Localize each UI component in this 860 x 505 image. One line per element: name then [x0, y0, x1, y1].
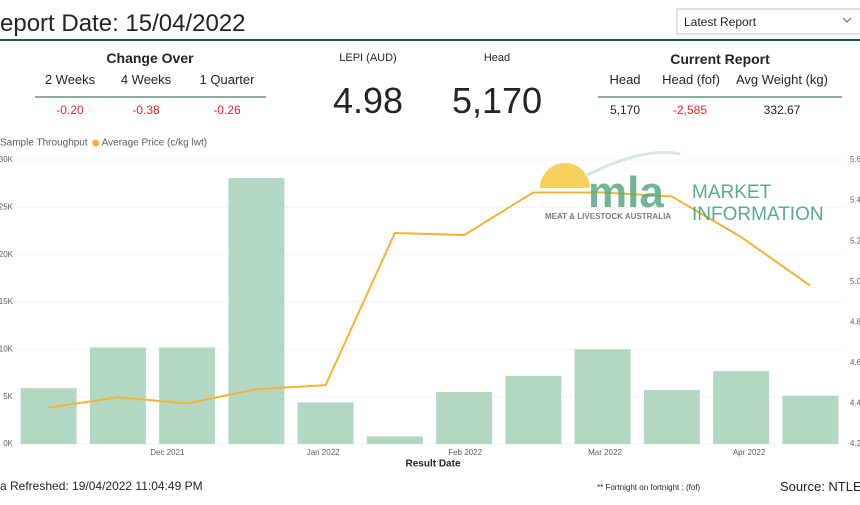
y-tick-label: 30K [0, 155, 14, 164]
y-tick-label: 20K [0, 250, 14, 259]
report-value: 5,170 [610, 103, 640, 117]
x-tick-label: Mar 2022 [588, 448, 622, 457]
y2-tick-label: 5.2 [850, 236, 860, 245]
head-value: 5,170 [452, 80, 542, 121]
bar [20, 388, 77, 444]
report-title: eport Date: 15/04/2022 [0, 10, 246, 37]
y-tick-label: 10K [0, 344, 14, 353]
logo-swoosh [584, 150, 681, 178]
legend-label: Average Price (c/kg lwt) [102, 138, 207, 149]
y2-tick-label: 5.4 [850, 196, 860, 205]
bar [713, 371, 770, 444]
y-tick-label: 0K [3, 439, 13, 448]
logo-information: INFORMATION [692, 204, 824, 225]
logo-sun [540, 163, 590, 188]
column-header: Avg Weight (kg) [736, 72, 828, 87]
column-header: 2 Weeks [45, 72, 96, 87]
column-header: Head (fof) [662, 72, 720, 87]
bar [89, 347, 146, 444]
head-label: Head [484, 52, 510, 64]
y2-tick-label: 5.6 [850, 155, 860, 164]
bar [505, 375, 562, 444]
price-line [48, 191, 811, 409]
mla-logo: mla MEAT & LIVESTOCK AUSTRALIA MARKET IN… [540, 150, 824, 225]
logo-market: MARKET [692, 182, 772, 203]
x-axis-title: Result Date [405, 459, 460, 470]
refreshed-time: a Refreshed: 19/04/2022 11:04:49 PM [0, 479, 203, 493]
bar [782, 395, 839, 444]
logo-mla: mla [588, 168, 664, 217]
bar [643, 390, 700, 444]
report-value: 332.67 [764, 103, 801, 117]
y2-tick-label: 4.2 [850, 439, 860, 448]
lepi-label: LEPI (AUD) [339, 52, 396, 64]
bar [366, 436, 423, 444]
report-value: -2,585 [673, 103, 707, 117]
column-header: 4 Weeks [121, 72, 172, 87]
report-dropdown[interactable]: Latest Report [676, 8, 860, 35]
lepi-value: 4.98 [333, 80, 403, 121]
y-tick-label: 25K [0, 202, 14, 211]
x-tick-label: Apr 2022 [733, 448, 766, 457]
y-tick-label: 5K [3, 392, 13, 401]
bar [228, 177, 285, 444]
y2-tick-label: 4.6 [850, 358, 860, 367]
chart: 0K 5K 10K 15K 20K 25K 30K 4.2 4.4 4.6 4.8 5.0 5.2 5.4… [0, 138, 860, 470]
dropdown-box[interactable] [676, 8, 860, 35]
column-header: 1 Quarter [200, 72, 256, 87]
footnote: ** Fortnight on fortnight : (fof) [597, 483, 700, 492]
bar [436, 391, 493, 444]
x-tick-label: Dec 2021 [150, 448, 185, 457]
change-value: -0.20 [56, 103, 84, 117]
logo-subtitle: MEAT & LIVESTOCK AUSTRALIA [545, 212, 671, 221]
column-header: Head [609, 72, 640, 87]
change-value: -0.26 [213, 103, 241, 117]
source: Source: NTLEA [780, 479, 860, 494]
current-report-title: Current Report [670, 51, 770, 67]
legend-marker [92, 139, 100, 147]
y2-tick-label: 4.4 [850, 399, 860, 408]
change-value: -0.38 [132, 103, 160, 117]
bar [574, 349, 631, 444]
bar [297, 402, 354, 444]
change-over-title: Change Over [106, 50, 194, 66]
dropdown-value[interactable]: Latest Report [684, 15, 757, 29]
bar [159, 347, 216, 444]
legend-label: Sample Throughput [0, 138, 88, 149]
y2-tick-label: 5.0 [850, 277, 860, 286]
dropdown-chevron[interactable] [842, 17, 852, 23]
x-tick-label: Feb 2022 [448, 448, 482, 457]
x-tick-label: Jan 2022 [307, 448, 340, 457]
y2-tick-label: 4.8 [850, 317, 860, 326]
y-tick-label: 15K [0, 297, 14, 306]
